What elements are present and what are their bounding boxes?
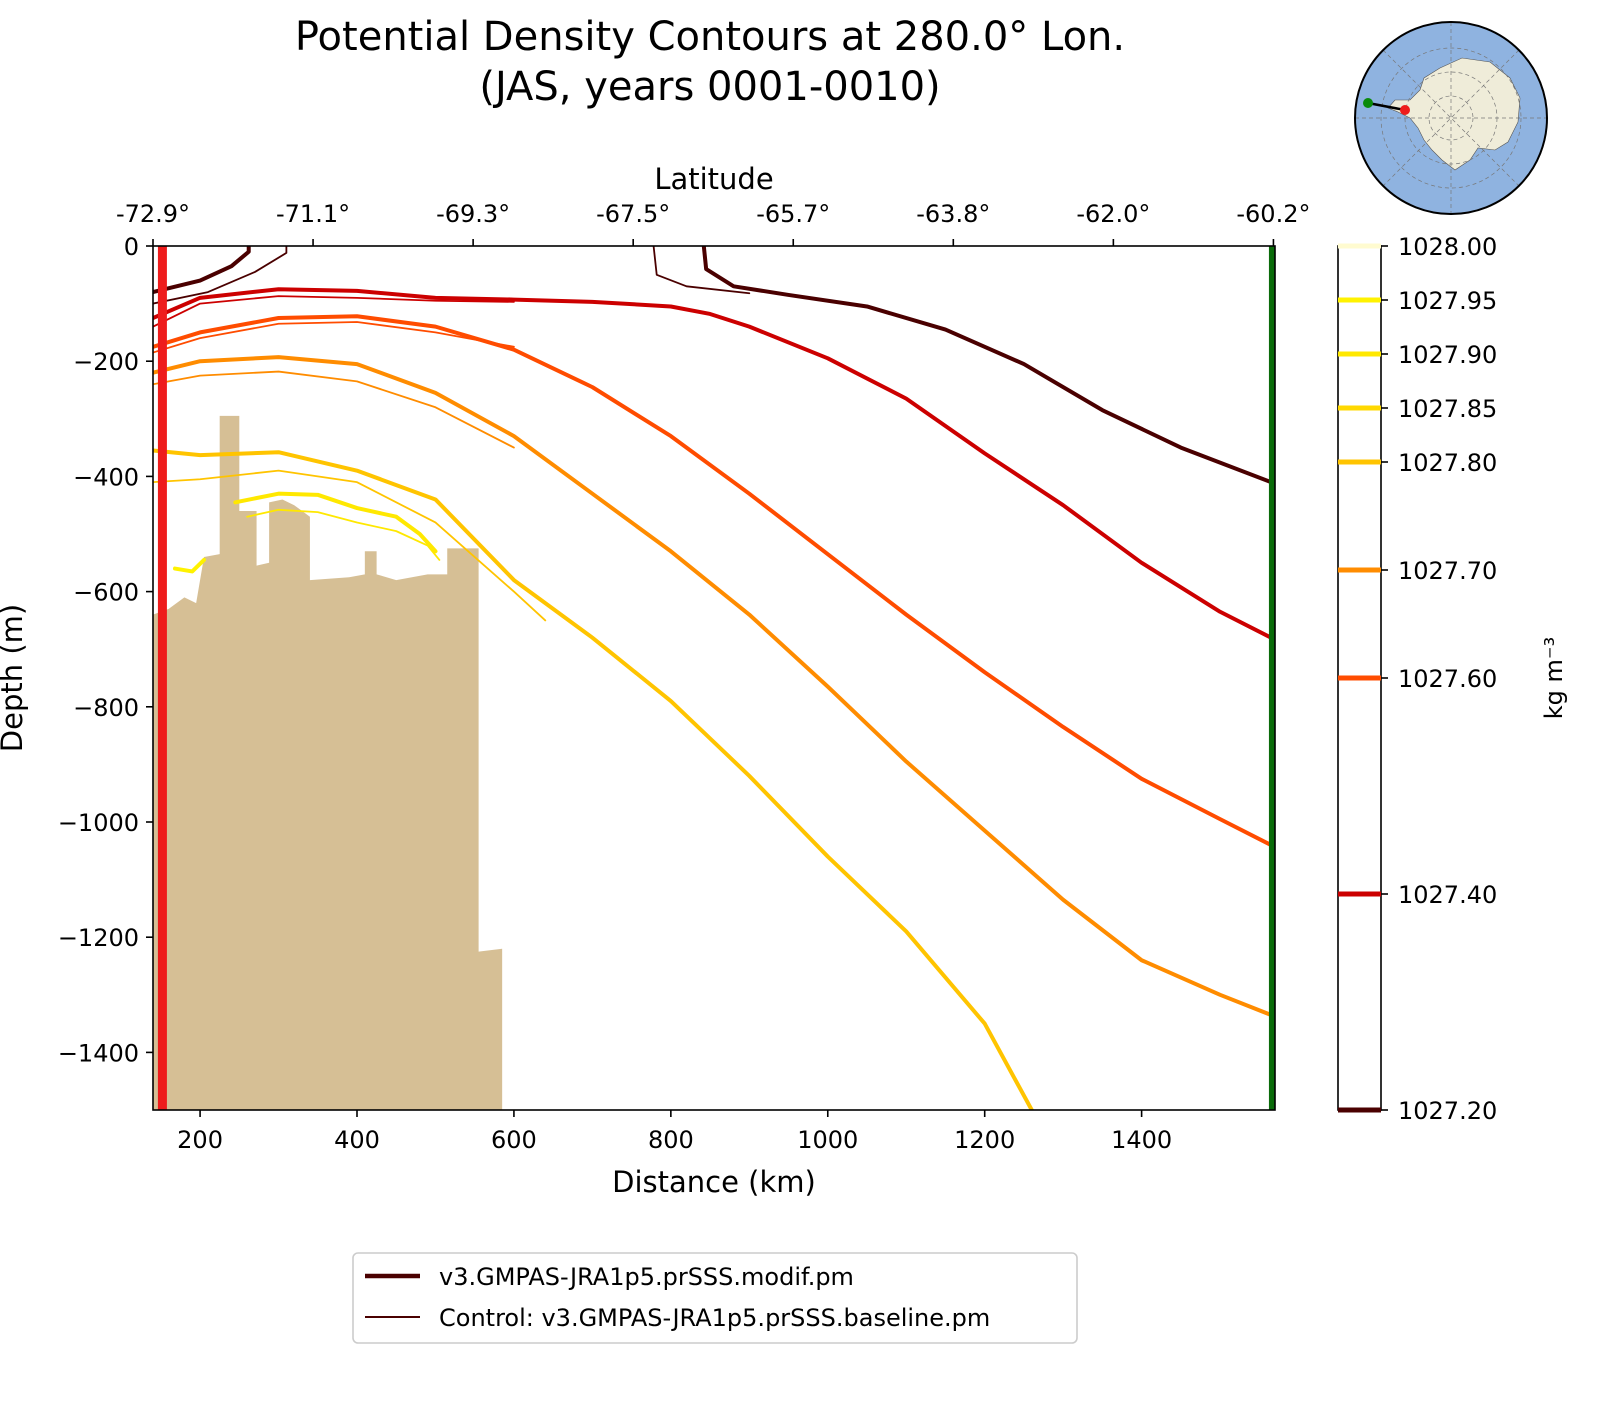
contour-modif-1027-20-0 bbox=[153, 246, 251, 295]
colorbar-tick-label: 1027.20 bbox=[1398, 1097, 1497, 1125]
legend-box bbox=[352, 1252, 1078, 1344]
top-tick-label: -71.1° bbox=[276, 200, 350, 228]
x-axis-label: Distance (km) bbox=[612, 1165, 816, 1199]
colorbar-tick-label: 1027.95 bbox=[1398, 287, 1497, 315]
top-tick-label: -65.7° bbox=[756, 200, 830, 228]
contour-modif-1027-70-8 bbox=[153, 355, 1274, 1017]
x-tick-label: 800 bbox=[648, 1126, 694, 1154]
chart-subtitle: (JAS, years 0001-0010) bbox=[479, 64, 940, 110]
plot-area bbox=[153, 246, 1275, 1110]
inset-section-start-marker bbox=[1400, 105, 1410, 115]
colorbar-tick-label: 1027.85 bbox=[1398, 395, 1497, 423]
contour-modif-1027-60-6 bbox=[153, 314, 1274, 848]
y-axis: 0 −200 −400 −600 −800 −1000 −1200 −1400 bbox=[58, 233, 153, 1067]
legend: v3.GMPAS-JRA1p5.prSSS.modif.pm Control: … bbox=[352, 1252, 1078, 1344]
top-tick-label: -67.5° bbox=[596, 200, 670, 228]
contour-modif-1027-20-1 bbox=[701, 246, 1274, 485]
x-axis: 200 400 600 800 1000 1200 1400 bbox=[177, 1110, 1172, 1154]
contour-control-1027-80-11 bbox=[153, 469, 547, 622]
contour-modif-1027-40-4 bbox=[153, 287, 1274, 640]
legend-label-modif: v3.GMPAS-JRA1p5.prSSS.modif.pm bbox=[439, 1263, 854, 1291]
contour-control-1027-40-5 bbox=[153, 295, 515, 328]
top-tick-label: -60.2° bbox=[1236, 200, 1310, 228]
x-tick-label: 200 bbox=[177, 1126, 223, 1154]
y-tick-label: −400 bbox=[73, 463, 139, 491]
colorbar-tick-label: 1027.70 bbox=[1398, 557, 1497, 585]
contour-control-1027-20-3 bbox=[652, 246, 751, 295]
colorbar-tick-label: 1028.00 bbox=[1398, 233, 1497, 261]
y-tick-label: −1000 bbox=[58, 809, 139, 837]
y-tick-label: −600 bbox=[73, 579, 139, 607]
y-tick-label: 0 bbox=[124, 233, 139, 261]
colorbar-tick-label: 1027.90 bbox=[1398, 341, 1497, 369]
contour-control-1027-60-7 bbox=[153, 321, 515, 354]
top-tick-label: -72.9° bbox=[116, 200, 190, 228]
contour-modif-1027-95-14 bbox=[172, 557, 206, 574]
top-tick-label: -69.3° bbox=[436, 200, 510, 228]
contour-control-1027-90-13 bbox=[246, 508, 441, 561]
colorbar-tick-label: 1027.60 bbox=[1398, 665, 1497, 693]
y-tick-label: −1200 bbox=[58, 924, 139, 952]
contour-modif-1027-90-12 bbox=[233, 491, 438, 554]
plot-frame bbox=[152, 245, 1276, 1111]
x-tick-label: 1200 bbox=[954, 1126, 1015, 1154]
x-tick-label: 1000 bbox=[797, 1126, 858, 1154]
chart-title: Potential Density Contours at 280.0° Lon… bbox=[295, 14, 1125, 60]
colorbar-label: kg m⁻³ bbox=[1540, 637, 1568, 719]
contour-modif-1027-80-10 bbox=[153, 448, 1034, 1110]
y-tick-label: −200 bbox=[73, 348, 139, 376]
inset-map-antarctica bbox=[1387, 57, 1521, 171]
top-latitude-axis: -72.9° -71.1° -69.3° -67.5° -65.7° -63.8° -62.… bbox=[116, 200, 1310, 246]
bathymetry-layer bbox=[153, 415, 503, 1110]
inset-section-end-marker bbox=[1363, 98, 1373, 108]
x-tick-label: 1400 bbox=[1111, 1126, 1172, 1154]
y-tick-label: −800 bbox=[73, 694, 139, 722]
top-tick-label: -63.8° bbox=[916, 200, 990, 228]
inset-section-line bbox=[1367, 101, 1406, 112]
colorbar-tick-label: 1027.40 bbox=[1398, 881, 1497, 909]
inset-map bbox=[1354, 21, 1548, 215]
contour-control-1027-20-2 bbox=[153, 246, 288, 305]
bathymetry-fill bbox=[153, 415, 503, 1110]
contour-control-1027-70-9 bbox=[153, 370, 515, 449]
y-axis-label: Depth (m) bbox=[0, 604, 29, 752]
colorbar-tick-label: 1027.80 bbox=[1398, 449, 1497, 477]
section-markers bbox=[157, 246, 1275, 1110]
colorbar: 1028.00 1027.95 1027.90 1027.85 1027.80 1027.… bbox=[1337, 233, 1497, 1125]
contour-lines bbox=[153, 246, 1274, 1110]
legend-label-control: Control: v3.GMPAS-JRA1p5.prSSS.baseline.… bbox=[439, 1304, 990, 1332]
top-axis-label: Latitude bbox=[654, 162, 773, 196]
top-tick-label: -62.0° bbox=[1076, 200, 1150, 228]
x-tick-label: 600 bbox=[491, 1126, 537, 1154]
x-tick-label: 400 bbox=[334, 1126, 380, 1154]
y-tick-label: −1400 bbox=[58, 1039, 139, 1067]
